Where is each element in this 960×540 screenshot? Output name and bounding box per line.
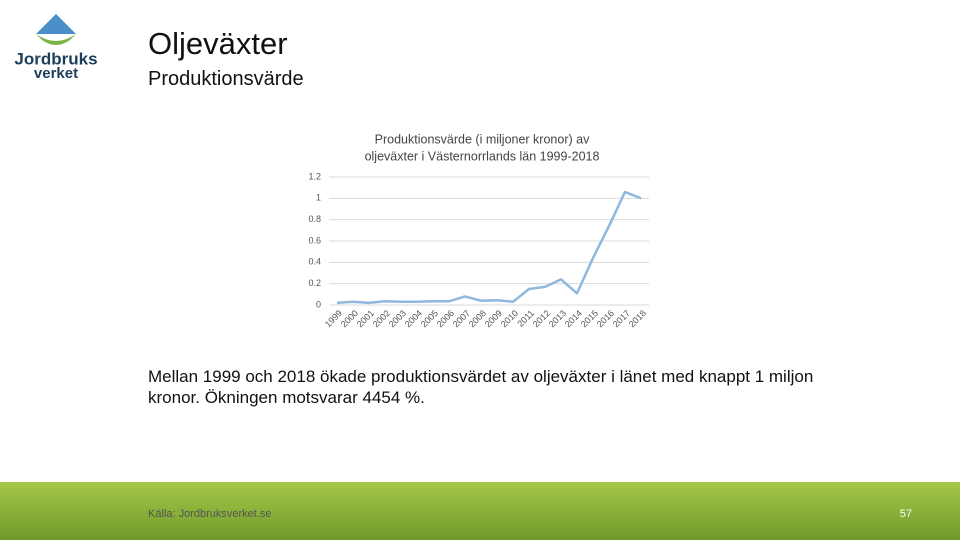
footer-band bbox=[0, 482, 960, 540]
x-tick-label: 2016 bbox=[595, 308, 616, 329]
chart-title: oljeväxter i Västernorrlands län 1999-20… bbox=[365, 149, 600, 163]
slide-subtitle: Produktionsvärde bbox=[148, 68, 304, 90]
y-tick-label: 0.2 bbox=[308, 278, 321, 288]
y-tick-label: 0.6 bbox=[308, 235, 321, 245]
x-tick-label: 2018 bbox=[627, 308, 648, 329]
x-tick-label: 2005 bbox=[419, 308, 440, 329]
x-tick-label: 2009 bbox=[483, 308, 504, 329]
chart: Produktionsvärde (i miljoner kronor) av o… bbox=[308, 132, 649, 329]
data-line bbox=[336, 190, 642, 305]
x-tick-label: 2007 bbox=[451, 308, 472, 329]
x-tick-label: 2003 bbox=[387, 308, 408, 329]
x-tick-label: 2010 bbox=[499, 308, 520, 329]
y-tick-label: 0 bbox=[316, 299, 321, 309]
logo-text: verket bbox=[34, 65, 78, 82]
x-tick-label: 2008 bbox=[467, 308, 488, 329]
x-tick-label: 2006 bbox=[435, 308, 456, 329]
logo-mark bbox=[36, 14, 76, 45]
y-tick-label: 0.4 bbox=[308, 257, 321, 267]
x-tick-label: 2014 bbox=[563, 308, 584, 329]
x-tick-label: 1999 bbox=[323, 308, 344, 329]
page-number: 57 bbox=[899, 508, 912, 520]
x-tick-label: 2004 bbox=[403, 308, 424, 329]
x-tick-label: 2001 bbox=[355, 308, 376, 329]
chart-title: Produktionsvärde (i miljoner kronor) av bbox=[375, 132, 590, 146]
x-tick-label: 2000 bbox=[339, 308, 360, 329]
x-tick-label: 2015 bbox=[579, 308, 600, 329]
body-text: Mellan 1999 och 2018 ökade produktionsvä… bbox=[148, 367, 814, 407]
source: Källa: Jordbruksverket.se bbox=[148, 508, 272, 520]
y-tick-label: 1 bbox=[316, 193, 321, 203]
y-tick-label: 0.8 bbox=[308, 214, 321, 224]
y-tick-label: 1.2 bbox=[308, 171, 321, 181]
x-tick-label: 2013 bbox=[547, 308, 568, 329]
x-tick-label: 2017 bbox=[611, 308, 632, 329]
slide-title: Oljeväxter bbox=[148, 26, 288, 61]
x-tick-label: 2012 bbox=[531, 308, 552, 329]
logo-text: Jordbruks bbox=[14, 49, 97, 68]
x-tick-label: 2002 bbox=[371, 308, 392, 329]
